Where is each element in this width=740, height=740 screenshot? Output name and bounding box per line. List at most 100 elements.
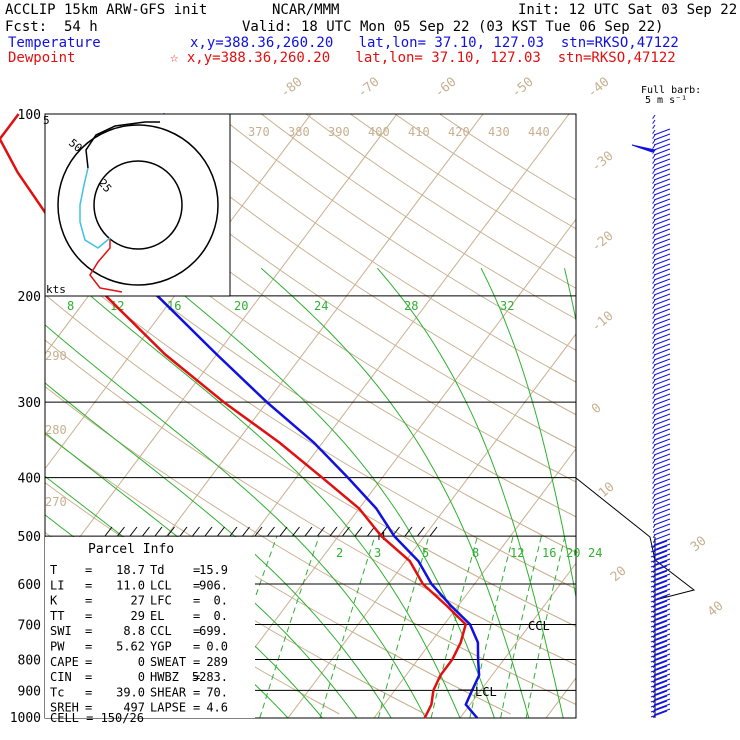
pressure-label: 100 [18, 108, 41, 123]
parcel-param-value: 27 [131, 594, 145, 608]
wind-barb-flag [653, 173, 671, 181]
wind-barb-flag [653, 323, 671, 331]
wind-barb [652, 194, 656, 199]
wind-barb-flag [653, 583, 671, 591]
wind-barb-flag [650, 640, 668, 648]
model-title: ACCLIP 15km ARW-GFS init [5, 2, 208, 18]
isotherm-label: -30 [589, 148, 617, 175]
parcel-param-name: T [50, 563, 57, 577]
pressure-label: 500 [18, 530, 41, 545]
mixing-ratio-line [500, 536, 542, 718]
wind-barb-flag [653, 378, 671, 386]
wind-barb-flag [653, 543, 671, 551]
parcel-param-name: LAPSE [150, 701, 186, 715]
theta-label: 400 [368, 125, 390, 139]
wind-barb-flag [653, 398, 671, 406]
isotherm-label: -60 [432, 74, 460, 101]
plot-frame [44, 113, 577, 719]
level-tick-mark [167, 526, 175, 537]
wind-barb-flag [653, 188, 671, 196]
theta-label: 370 [248, 125, 270, 139]
wind-barb-flag [653, 598, 671, 606]
wind-barb-flag [653, 573, 671, 581]
moist-adiabat-line [151, 267, 495, 718]
wind-barb-flag [650, 580, 668, 588]
theta-label: 440 [528, 125, 550, 139]
wind-barb [652, 139, 656, 144]
mixing-ratio-line [430, 536, 478, 718]
mixing-ratio-label: 12 [510, 546, 524, 560]
wind-barb-flag [653, 198, 671, 206]
wind-barb-flag [650, 630, 668, 638]
wind-barb-flag [653, 313, 671, 321]
wind-barb [652, 499, 656, 504]
parcel-param-value: 29 [131, 609, 145, 623]
dry-adiabat-line [45, 249, 576, 590]
wind-barb-flag [653, 588, 671, 596]
thetae-label: 24 [314, 299, 328, 313]
wind-barb-flag [653, 498, 671, 506]
wind-barb [652, 469, 656, 474]
isotherm-line [287, 333, 576, 718]
isotherm-line [708, 114, 740, 731]
isotherm-line [201, 218, 576, 718]
wind-barb-flag [653, 318, 671, 326]
theta-label: 290 [45, 349, 67, 363]
wind-barb [652, 179, 656, 184]
wind-barb [652, 399, 656, 404]
wind-barb-flag [653, 453, 671, 461]
parcel-param-eq: = [193, 578, 200, 592]
wind-barb-flag [653, 373, 671, 381]
isotherm-line [45, 114, 398, 585]
parcel-cell: CELL = 150/26 [50, 711, 144, 725]
wind-barb-flag [650, 670, 668, 678]
org-label: NCAR/MMM [272, 2, 340, 18]
wind-barb-flag [653, 483, 671, 491]
wind-barb-flag [653, 128, 671, 136]
wind-barb-flag [653, 383, 671, 391]
wind-barb-flag [653, 533, 671, 541]
theta-label: 410 [408, 125, 430, 139]
wind-barb [652, 164, 656, 169]
wind-barb [652, 269, 656, 274]
barb-legend-line2: 5 m s⁻¹ [645, 95, 688, 106]
wind-barb [652, 264, 656, 269]
mixing-ratio-label: 24 [588, 546, 602, 560]
wind-barb-flag [653, 338, 671, 346]
parcel-param-eq: = [193, 640, 200, 654]
wind-barb [652, 514, 656, 519]
wind-barb-flag [653, 268, 671, 276]
wind-barb [652, 119, 656, 124]
wind-barb [652, 309, 656, 314]
mixing-ratio-line [525, 536, 566, 718]
wind-barb-flag [653, 133, 671, 141]
wind-barb [652, 239, 656, 244]
isotherm-label: -80 [278, 74, 306, 101]
pressure-label: 600 [18, 578, 41, 593]
parcel-param-value: 497 [123, 701, 145, 715]
wind-barb-flag [653, 403, 671, 411]
isotherm-label: 0 [589, 401, 605, 418]
parcel-param-value: 0 [138, 670, 145, 684]
wind-barb-flag [653, 663, 671, 671]
moist-adiabat-line [260, 267, 530, 718]
wind-barb [652, 474, 656, 479]
level-tick-mark [292, 526, 300, 537]
wind-barb-flag [650, 690, 668, 698]
isotherm-label: 20 [608, 564, 630, 586]
wind-barb-flag [653, 693, 671, 701]
level-tick-mark [404, 526, 413, 537]
dry-adiabat-line [127, 114, 576, 416]
wind-barb-flag [653, 683, 671, 691]
wind-barb-flag [653, 688, 671, 696]
wind-barb [652, 504, 656, 509]
dry-adiabat-line [172, 114, 576, 383]
parcel-info-box [45, 537, 255, 718]
parcel-param-eq: = [193, 701, 200, 715]
level-tick-mark [192, 526, 200, 537]
wind-barb [652, 294, 656, 299]
parcel-param-eq: = [193, 594, 200, 608]
isotherm-label: -70 [355, 74, 383, 101]
parcel-param-value: 699. [199, 624, 228, 638]
